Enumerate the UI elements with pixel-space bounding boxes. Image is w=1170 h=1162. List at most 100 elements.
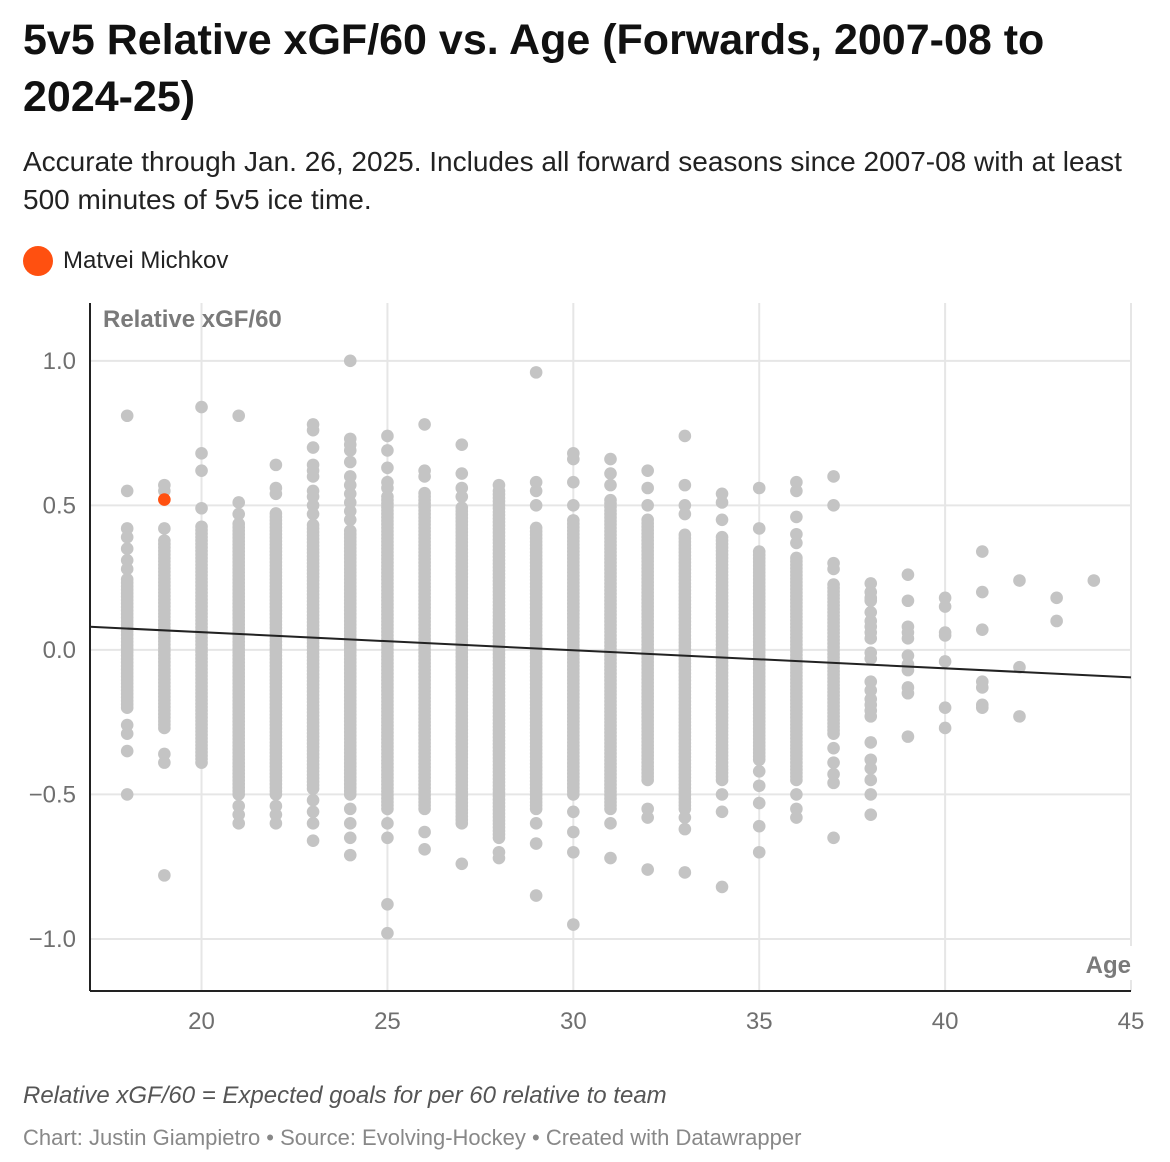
data-point [864, 762, 878, 775]
data-point [827, 831, 840, 845]
x-tick-label: 40 [932, 1008, 959, 1035]
data-point [864, 808, 878, 821]
data-point [418, 470, 431, 483]
data-point [455, 501, 469, 514]
data-point [604, 467, 617, 480]
data-point [306, 499, 320, 512]
data-point [158, 484, 171, 498]
data-point [678, 478, 692, 492]
data-point [567, 475, 580, 489]
data-point [455, 438, 469, 451]
data-point [529, 521, 543, 535]
data-point [232, 799, 246, 813]
data-point [529, 475, 543, 489]
data-point [381, 926, 394, 940]
data-point [790, 788, 803, 801]
x-tick-label: 30 [560, 1008, 587, 1035]
data-point [901, 686, 915, 700]
data-point [901, 594, 915, 608]
data-point [752, 765, 766, 778]
trend-line [89, 625, 1132, 679]
data-point [604, 851, 617, 865]
x-tick-label: 20 [188, 1008, 215, 1035]
data-point [232, 817, 246, 830]
data-point [195, 464, 208, 477]
data-point [1087, 574, 1101, 587]
data-point [306, 793, 320, 807]
data-point [1013, 660, 1026, 674]
data-point [901, 568, 915, 582]
data-point [492, 851, 506, 865]
data-point [864, 632, 878, 645]
data-point [715, 487, 729, 501]
data-point [752, 845, 766, 859]
data-point [269, 817, 283, 830]
data-point [975, 585, 989, 599]
x-tick-label: 45 [1118, 1008, 1145, 1035]
data-point [158, 756, 171, 769]
data-point [1013, 710, 1026, 723]
data-point [120, 562, 134, 576]
data-point [901, 632, 915, 645]
data-point [269, 799, 283, 813]
x-tick-label: 35 [746, 1008, 773, 1035]
data-point [120, 553, 134, 567]
data-point [343, 478, 357, 492]
legend: Matvei Michkov [23, 246, 228, 276]
data-point [790, 475, 803, 489]
data-point [343, 444, 357, 457]
footnote: Relative xGF/60 = Expected goals for per… [23, 1082, 667, 1109]
data-point [938, 721, 952, 735]
data-point [120, 522, 134, 535]
data-point [306, 490, 320, 503]
data-point [864, 710, 878, 723]
data-point [343, 455, 357, 469]
data-point [715, 880, 729, 894]
data-point [715, 805, 729, 819]
data-point [232, 517, 246, 531]
data-point [195, 447, 208, 460]
data-point [120, 409, 134, 423]
data-point [567, 825, 580, 839]
data-point [306, 805, 320, 819]
data-point [306, 834, 320, 847]
data-point [455, 481, 469, 495]
data-point [752, 522, 766, 535]
data-point [529, 499, 543, 512]
data-point [195, 400, 208, 414]
data-point [306, 518, 320, 532]
data-point [864, 652, 878, 665]
data-point [752, 796, 766, 810]
data-point [938, 701, 952, 715]
credits: Chart: Justin Giampietro • Source: Evolv… [23, 1125, 802, 1150]
data-point [641, 863, 654, 876]
data-point [455, 490, 469, 503]
data-point [232, 496, 246, 509]
data-point [381, 490, 394, 503]
data-point [827, 562, 840, 576]
legend-label: Matvei Michkov [63, 247, 229, 274]
data-point [120, 718, 134, 732]
data-point [604, 452, 617, 466]
data-point [269, 487, 283, 501]
data-point [1013, 574, 1026, 587]
data-point [381, 461, 394, 475]
data-point [343, 354, 357, 368]
data-point [715, 530, 729, 544]
data-point [120, 573, 134, 586]
data-point [529, 889, 543, 902]
data-point [790, 484, 803, 498]
data-point [864, 577, 878, 590]
chart-subtitle: Accurate through Jan. 26, 2025. Includes… [23, 146, 1122, 215]
data-point [567, 452, 580, 466]
y-axis-label: Relative xGF/60 [103, 306, 282, 333]
data-point [455, 467, 469, 480]
data-point [790, 536, 803, 550]
data-point [418, 843, 431, 856]
data-point [864, 606, 878, 619]
y-tick-label: 1.0 [43, 348, 76, 375]
data-points [120, 354, 1101, 940]
data-point [381, 897, 394, 911]
data-point [158, 534, 171, 547]
